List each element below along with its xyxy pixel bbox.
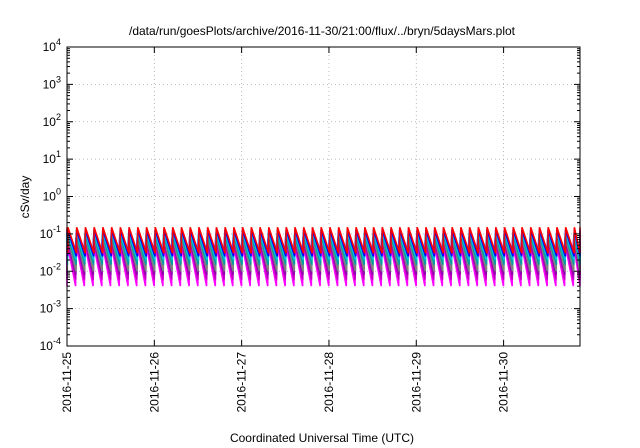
grid — [67, 47, 580, 346]
y-tick-label: 10-1 — [40, 224, 61, 241]
x-axis-label: Coordinated Universal Time (UTC) — [230, 431, 414, 445]
x-tick-label: 2016-11-25 — [60, 352, 74, 413]
x-tick-label: 2016-11-30 — [497, 352, 511, 413]
x-tick-label: 2016-11-26 — [147, 352, 161, 413]
series-line — [66, 235, 581, 272]
chart-title: /data/run/goesPlots/archive/2016-11-30/2… — [129, 24, 516, 38]
y-axis-label: cSv/day — [18, 176, 32, 219]
y-tick-label: 10-4 — [40, 336, 61, 353]
y-tick-label: 103 — [43, 74, 61, 91]
y-tick-label: 102 — [43, 112, 61, 129]
series-line — [66, 232, 581, 261]
series-line — [66, 229, 581, 257]
series-layer — [66, 227, 581, 287]
y-tick-label: 10-3 — [40, 299, 61, 316]
x-tick-label: 2016-11-28 — [322, 352, 336, 413]
y-axis: 10-4 10-3 10-2 10-1 100 101 102 103 104 — [40, 37, 580, 353]
x-axis: 2016-11-25 2016-11-26 2016-11-27 2016-11-28… — [60, 47, 511, 413]
y-tick-label: 101 — [43, 149, 61, 166]
y-tick-label: 104 — [43, 37, 61, 54]
x-tick-label: 2016-11-27 — [235, 352, 249, 413]
y-tick-label: 10-2 — [40, 261, 61, 278]
x-tick-label: 2016-11-29 — [409, 352, 423, 413]
y-tick-label: 100 — [43, 187, 61, 204]
series-line — [66, 227, 581, 254]
